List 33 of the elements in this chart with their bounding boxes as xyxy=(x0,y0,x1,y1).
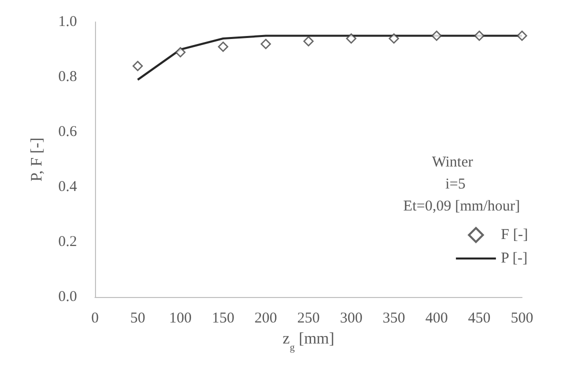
x-tick-label: 100 xyxy=(169,310,192,326)
point xyxy=(218,42,228,52)
y-tick-label: 0.2 xyxy=(58,234,77,250)
point xyxy=(303,36,314,46)
x-tick-label: 0 xyxy=(91,310,99,326)
legend-label: P [-] xyxy=(500,250,528,266)
point xyxy=(132,60,143,72)
point xyxy=(388,33,400,44)
y-axis-title: P, F [-] xyxy=(28,137,46,182)
point xyxy=(474,30,484,41)
x-tick-label: 150 xyxy=(212,310,234,326)
x-tick-label: 500 xyxy=(510,310,534,326)
legend-label: F [-] xyxy=(500,227,528,243)
x-tick-label: 450 xyxy=(468,310,491,326)
x-tick-label: 250 xyxy=(297,310,320,326)
x-tick-label: 200 xyxy=(254,310,278,326)
x-tick-label: 400 xyxy=(425,310,448,326)
y-tick-label: 0.0 xyxy=(58,289,77,305)
point xyxy=(431,30,442,41)
y-tick-label: 1.0 xyxy=(58,14,77,30)
y-tick-label: 0.4 xyxy=(58,179,78,195)
point xyxy=(346,33,356,44)
x-tick-label: 300 xyxy=(340,310,362,326)
annotation: Winter xyxy=(432,154,474,170)
annotation: Et=0,09 [mm/hour] xyxy=(403,198,520,214)
y-tick-label: 0.6 xyxy=(58,124,78,140)
point xyxy=(516,30,528,41)
y-tick-label: 0.8 xyxy=(58,69,77,85)
x-tick-label: 350 xyxy=(382,310,406,326)
point xyxy=(260,38,271,50)
x-tick-label: 50 xyxy=(130,310,146,326)
annotation: i=5 xyxy=(445,176,466,192)
point xyxy=(175,47,186,58)
